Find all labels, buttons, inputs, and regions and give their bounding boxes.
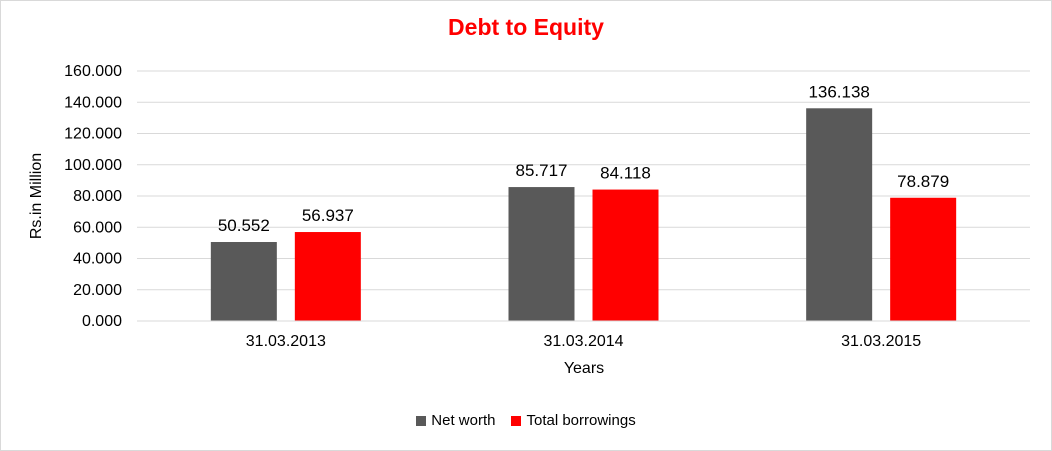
bar	[210, 242, 277, 321]
legend: Net worth Total borrowings	[0, 412, 1052, 429]
bar	[806, 108, 873, 321]
bar	[294, 232, 361, 321]
data-label: 85.717	[516, 161, 568, 180]
x-tick-label: 31.03.2014	[543, 333, 623, 350]
legend-label-net-worth: Net worth	[431, 412, 496, 429]
legend-swatch-total-borrowings	[511, 415, 522, 426]
x-tick-label: 31.03.2013	[246, 333, 326, 350]
data-label: 136.138	[808, 82, 869, 101]
legend-item-total-borrowings: Total borrowings	[511, 412, 636, 429]
y-tick-label: 100.000	[64, 157, 122, 174]
y-tick-label: 80.000	[73, 188, 122, 205]
legend-label-total-borrowings: Total borrowings	[526, 412, 636, 429]
chart-title: Debt to Equity	[448, 14, 604, 40]
y-tick-label: 120.000	[64, 126, 122, 143]
bar	[890, 197, 957, 321]
data-label: 56.937	[302, 206, 354, 225]
x-tick-label: 31.03.2015	[841, 333, 921, 350]
legend-item-net-worth: Net worth	[416, 412, 495, 429]
y-tick-label: 140.000	[64, 94, 122, 111]
legend-swatch-net-worth	[416, 415, 427, 426]
bar	[508, 187, 575, 321]
y-tick-label: 160.000	[64, 63, 122, 80]
y-tick-label: 40.000	[73, 251, 122, 268]
y-tick-label: 0.000	[82, 313, 122, 330]
y-tick-label: 60.000	[73, 219, 122, 236]
data-label: 50.552	[218, 216, 270, 235]
data-label: 84.118	[600, 164, 651, 183]
x-axis-label: Years	[563, 360, 605, 377]
bar	[592, 189, 659, 321]
data-label: 78.879	[897, 172, 949, 191]
y-tick-label: 20.000	[73, 282, 122, 299]
